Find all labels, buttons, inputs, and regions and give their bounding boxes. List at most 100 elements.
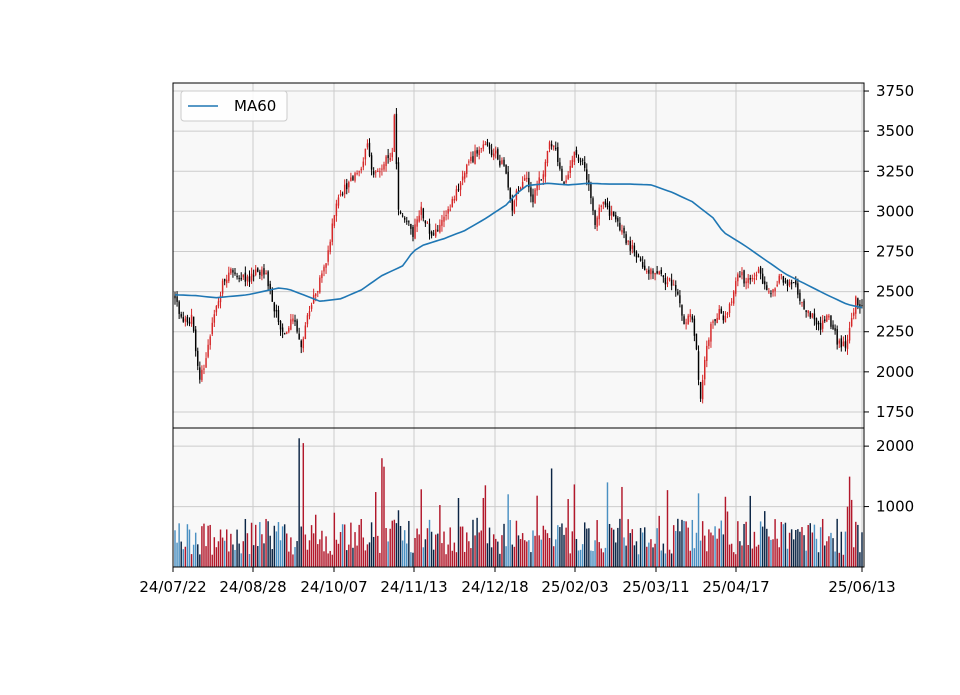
volume-bar bbox=[325, 536, 327, 567]
volume-bar bbox=[519, 539, 522, 567]
candle-body bbox=[629, 240, 631, 251]
candle-body bbox=[699, 382, 702, 399]
candle-body bbox=[844, 341, 847, 348]
volume-bar bbox=[401, 540, 404, 567]
price-panel-background bbox=[173, 83, 864, 428]
candle-body bbox=[209, 336, 211, 346]
candle-body bbox=[623, 227, 625, 234]
candle-body bbox=[366, 143, 369, 148]
candle-body bbox=[246, 276, 249, 281]
candle-body bbox=[511, 198, 514, 211]
volume-bar bbox=[205, 546, 207, 567]
volume-bar bbox=[190, 554, 193, 567]
candle-body bbox=[685, 322, 687, 324]
candle-body bbox=[190, 314, 193, 325]
candle-body bbox=[542, 174, 545, 180]
candle-body bbox=[314, 293, 317, 296]
candle-body bbox=[528, 177, 530, 188]
volume-bar bbox=[567, 499, 569, 567]
volume-bar bbox=[588, 528, 590, 567]
candle-body bbox=[610, 211, 613, 216]
volume-bar bbox=[728, 544, 731, 567]
volume-bar bbox=[517, 535, 520, 567]
candle-body bbox=[513, 200, 516, 213]
candle-body bbox=[550, 144, 553, 147]
volume-bar bbox=[430, 531, 433, 567]
volume-bar bbox=[478, 532, 480, 567]
candle-body bbox=[223, 278, 226, 282]
candle-body bbox=[447, 209, 449, 214]
candle-body bbox=[364, 148, 367, 160]
volume-bar bbox=[362, 537, 365, 567]
volume-bar bbox=[439, 505, 441, 567]
candle-body bbox=[805, 310, 807, 312]
volume-bar bbox=[701, 521, 704, 567]
volume-bar bbox=[594, 540, 596, 567]
volume-bar bbox=[557, 525, 559, 567]
volume-bar bbox=[778, 547, 780, 567]
volume-bar bbox=[782, 524, 785, 567]
candle-body bbox=[824, 319, 826, 322]
volume-bar bbox=[732, 552, 735, 567]
volume-bar bbox=[834, 551, 836, 567]
candle-body bbox=[546, 151, 549, 163]
volume-bar bbox=[364, 550, 367, 567]
volume-bar bbox=[656, 528, 658, 567]
volume-bar bbox=[552, 546, 555, 567]
candle-body bbox=[681, 305, 683, 316]
candle-body bbox=[776, 284, 778, 287]
candle-body bbox=[424, 220, 427, 224]
candle-body bbox=[784, 281, 787, 283]
candle-body bbox=[633, 245, 636, 253]
volume-bar bbox=[377, 535, 379, 567]
volume-bar bbox=[662, 543, 665, 567]
volume-bar bbox=[474, 535, 476, 567]
volume-bar bbox=[461, 526, 464, 567]
volume-bar bbox=[538, 535, 540, 567]
candle-body bbox=[174, 295, 176, 299]
candle-body bbox=[470, 156, 472, 161]
candle-body bbox=[807, 310, 809, 314]
volume-bar bbox=[658, 515, 660, 567]
candle-body bbox=[352, 176, 354, 181]
volume-bar bbox=[319, 539, 321, 567]
volume-bar bbox=[346, 550, 348, 567]
candle-body bbox=[428, 223, 431, 234]
volume-panel-border bbox=[172, 427, 865, 568]
volume-bar bbox=[381, 458, 383, 567]
candle-body bbox=[850, 318, 853, 327]
volume-bar bbox=[209, 524, 211, 567]
volume-bar bbox=[677, 518, 679, 567]
candle-body bbox=[637, 255, 640, 258]
candle-body bbox=[658, 271, 660, 275]
candle-body bbox=[362, 161, 365, 168]
volume-bar bbox=[277, 522, 280, 567]
candle-body bbox=[343, 184, 346, 195]
candle-body bbox=[743, 270, 745, 284]
volume-bar bbox=[497, 541, 499, 567]
volume-bar bbox=[399, 525, 402, 567]
candle-body bbox=[275, 309, 278, 312]
volume-bar bbox=[306, 549, 309, 567]
x-tick-label: 24/10/07 bbox=[300, 578, 367, 596]
volume-bar bbox=[211, 554, 213, 567]
candle-body bbox=[675, 284, 677, 291]
volume-bar bbox=[420, 489, 422, 567]
price-tick-label: 3250 bbox=[876, 162, 914, 180]
volume-bar bbox=[199, 554, 201, 567]
volume-bar bbox=[288, 551, 290, 567]
candle-body bbox=[232, 270, 234, 273]
price-tick-label: 2000 bbox=[876, 363, 914, 381]
candle-body bbox=[337, 197, 340, 206]
candle-body bbox=[273, 302, 276, 312]
volume-bar bbox=[246, 533, 249, 567]
candle-body bbox=[486, 142, 489, 146]
candle-body bbox=[666, 282, 669, 285]
volume-bar bbox=[286, 533, 288, 567]
volume-bar bbox=[422, 547, 425, 567]
volume-bar bbox=[629, 533, 631, 567]
volume-bar bbox=[780, 521, 783, 567]
candle-body bbox=[271, 288, 273, 302]
volume-bar bbox=[577, 550, 580, 567]
volume-bar bbox=[668, 549, 671, 567]
